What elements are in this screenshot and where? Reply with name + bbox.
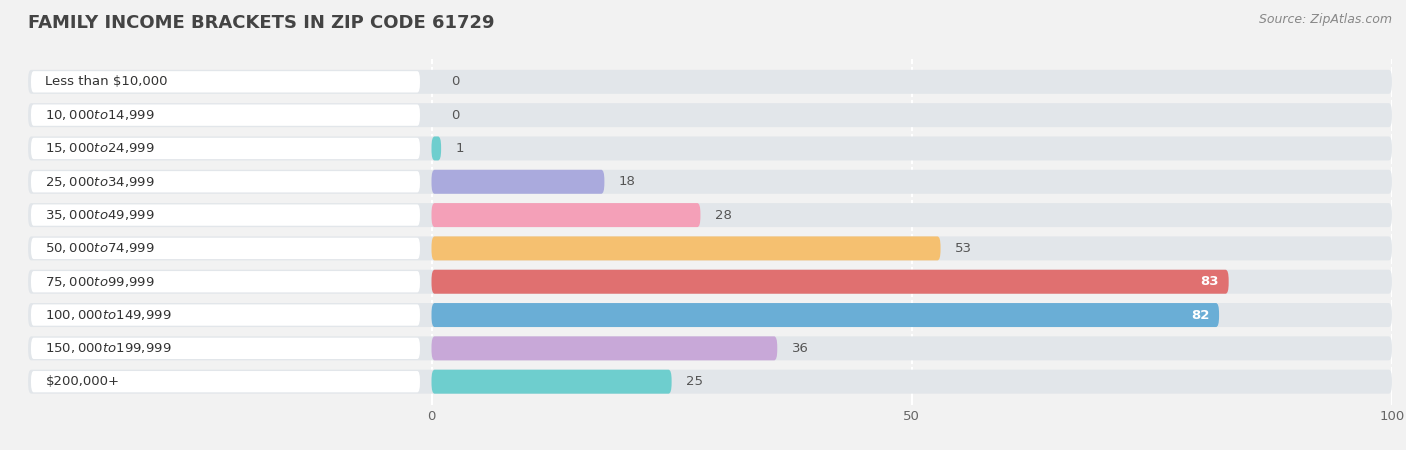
FancyBboxPatch shape	[432, 170, 605, 194]
FancyBboxPatch shape	[28, 103, 1392, 127]
Text: 36: 36	[792, 342, 808, 355]
FancyBboxPatch shape	[28, 336, 1392, 360]
FancyBboxPatch shape	[28, 70, 1392, 94]
Text: $75,000 to $99,999: $75,000 to $99,999	[45, 275, 155, 289]
FancyBboxPatch shape	[432, 236, 941, 261]
FancyBboxPatch shape	[31, 338, 420, 359]
Text: 1: 1	[456, 142, 464, 155]
FancyBboxPatch shape	[28, 370, 1392, 394]
Text: $50,000 to $74,999: $50,000 to $74,999	[45, 241, 155, 256]
Text: 53: 53	[955, 242, 972, 255]
Text: 28: 28	[714, 209, 731, 221]
FancyBboxPatch shape	[28, 170, 1392, 194]
Text: 82: 82	[1191, 309, 1209, 322]
FancyBboxPatch shape	[432, 203, 700, 227]
Text: $15,000 to $24,999: $15,000 to $24,999	[45, 141, 155, 155]
Text: $100,000 to $149,999: $100,000 to $149,999	[45, 308, 172, 322]
FancyBboxPatch shape	[31, 104, 420, 126]
FancyBboxPatch shape	[31, 71, 420, 93]
Text: 0: 0	[451, 108, 460, 122]
FancyBboxPatch shape	[28, 203, 1392, 227]
Text: 25: 25	[686, 375, 703, 388]
Text: FAMILY INCOME BRACKETS IN ZIP CODE 61729: FAMILY INCOME BRACKETS IN ZIP CODE 61729	[28, 14, 495, 32]
FancyBboxPatch shape	[432, 370, 672, 394]
FancyBboxPatch shape	[432, 270, 1229, 294]
FancyBboxPatch shape	[31, 238, 420, 259]
FancyBboxPatch shape	[31, 204, 420, 226]
FancyBboxPatch shape	[31, 271, 420, 292]
FancyBboxPatch shape	[28, 136, 1392, 161]
Text: $25,000 to $34,999: $25,000 to $34,999	[45, 175, 155, 189]
Text: 83: 83	[1201, 275, 1219, 288]
Text: Less than $10,000: Less than $10,000	[45, 75, 167, 88]
FancyBboxPatch shape	[432, 303, 1219, 327]
FancyBboxPatch shape	[31, 138, 420, 159]
Text: $200,000+: $200,000+	[45, 375, 120, 388]
FancyBboxPatch shape	[31, 171, 420, 193]
FancyBboxPatch shape	[28, 236, 1392, 261]
Text: $10,000 to $14,999: $10,000 to $14,999	[45, 108, 155, 122]
FancyBboxPatch shape	[28, 303, 1392, 327]
Text: $150,000 to $199,999: $150,000 to $199,999	[45, 342, 172, 356]
FancyBboxPatch shape	[31, 371, 420, 392]
Text: $35,000 to $49,999: $35,000 to $49,999	[45, 208, 155, 222]
FancyBboxPatch shape	[28, 270, 1392, 294]
Text: 0: 0	[451, 75, 460, 88]
Text: 18: 18	[619, 175, 636, 188]
FancyBboxPatch shape	[432, 136, 441, 161]
FancyBboxPatch shape	[432, 336, 778, 360]
FancyBboxPatch shape	[31, 304, 420, 326]
Text: Source: ZipAtlas.com: Source: ZipAtlas.com	[1258, 14, 1392, 27]
